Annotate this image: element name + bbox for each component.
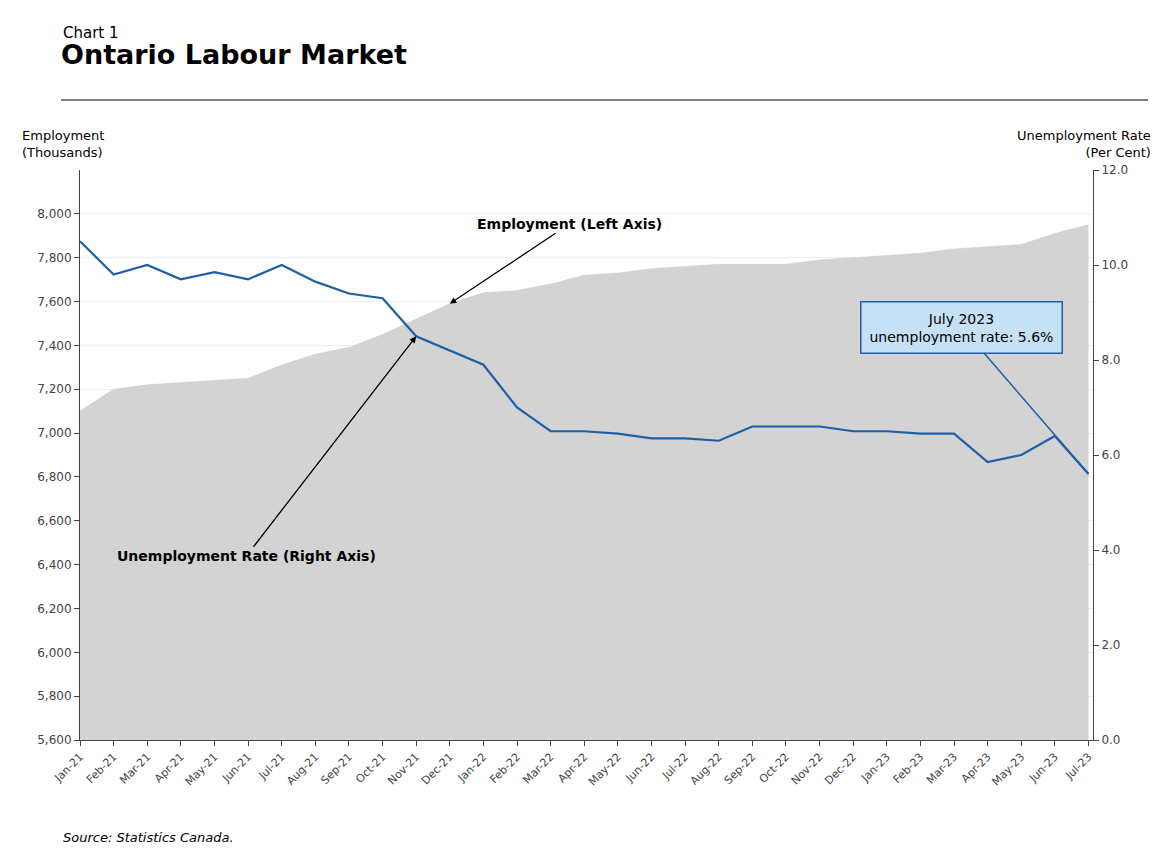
svg-text:5,600: 5,600 — [37, 733, 71, 747]
svg-text:Jun-23: Jun-23 — [1026, 751, 1061, 786]
svg-text:Jan-21: Jan-21 — [51, 751, 86, 786]
svg-text:Aug-21: Aug-21 — [284, 751, 321, 788]
svg-text:6,400: 6,400 — [37, 558, 71, 572]
svg-text:10.0: 10.0 — [1101, 258, 1128, 272]
svg-text:Mar-21: Mar-21 — [117, 751, 153, 787]
svg-text:Chart 1: Chart 1 — [63, 24, 119, 42]
svg-text:6,200: 6,200 — [37, 602, 71, 616]
svg-text:2.0: 2.0 — [1101, 638, 1120, 652]
svg-text:5,800: 5,800 — [37, 689, 71, 703]
svg-text:Employment(Thousands): Employment(Thousands) — [22, 128, 104, 160]
svg-text:7,200: 7,200 — [37, 382, 71, 396]
svg-text:Oct-22: Oct-22 — [757, 751, 792, 786]
svg-text:Jul-22: Jul-22 — [659, 751, 691, 783]
svg-text:Mar-22: Mar-22 — [521, 751, 557, 787]
svg-text:7,600: 7,600 — [37, 295, 71, 309]
svg-text:6,800: 6,800 — [37, 470, 71, 484]
svg-text:Employment (Left Axis): Employment (Left Axis) — [477, 216, 662, 232]
svg-text:6,000: 6,000 — [37, 646, 71, 660]
svg-text:Sep-21: Sep-21 — [318, 751, 355, 788]
svg-text:Feb-23: Feb-23 — [891, 751, 927, 787]
svg-text:Jun-21: Jun-21 — [219, 751, 254, 786]
svg-text:7,400: 7,400 — [37, 339, 71, 353]
svg-text:Jul-23: Jul-23 — [1063, 751, 1095, 783]
svg-text:Mar-23: Mar-23 — [924, 751, 960, 787]
svg-text:May-21: May-21 — [183, 751, 221, 789]
svg-text:Jun-22: Jun-22 — [623, 751, 658, 786]
svg-text:Ontario Labour Market: Ontario Labour Market — [61, 39, 407, 70]
svg-text:Unemployment Rate(Per Cent): Unemployment Rate(Per Cent) — [1017, 128, 1151, 160]
svg-text:4.0: 4.0 — [1101, 543, 1120, 557]
svg-text:0.0: 0.0 — [1101, 733, 1120, 747]
svg-text:Nov-21: Nov-21 — [385, 751, 422, 788]
svg-text:Nov-22: Nov-22 — [789, 751, 826, 788]
svg-text:Apr-23: Apr-23 — [959, 751, 994, 786]
svg-text:Source: Statistics Canada.: Source: Statistics Canada. — [63, 830, 234, 845]
svg-text:Jan-23: Jan-23 — [858, 751, 893, 786]
svg-text:Oct-21: Oct-21 — [353, 751, 388, 786]
svg-text:Dec-22: Dec-22 — [822, 751, 859, 788]
svg-text:Feb-22: Feb-22 — [487, 751, 523, 787]
svg-text:Jan-22: Jan-22 — [455, 751, 490, 786]
svg-text:Sep-22: Sep-22 — [722, 751, 759, 788]
svg-text:Apr-21: Apr-21 — [152, 751, 187, 786]
svg-text:Apr-22: Apr-22 — [555, 751, 590, 786]
svg-text:May-23: May-23 — [989, 751, 1027, 789]
svg-text:May-22: May-22 — [586, 751, 624, 789]
svg-text:July 2023unemployment rate: 5.: July 2023unemployment rate: 5.6% — [870, 311, 1054, 345]
svg-text:Jul-21: Jul-21 — [256, 751, 288, 783]
svg-text:7,800: 7,800 — [37, 251, 71, 265]
svg-text:8.0: 8.0 — [1101, 353, 1120, 367]
svg-text:Dec-21: Dec-21 — [419, 751, 456, 788]
svg-text:Aug-22: Aug-22 — [688, 751, 725, 788]
svg-text:8,000: 8,000 — [37, 207, 71, 221]
svg-text:7,000: 7,000 — [37, 426, 71, 440]
svg-text:6,600: 6,600 — [37, 514, 71, 528]
svg-text:Feb-21: Feb-21 — [84, 751, 120, 787]
svg-text:6.0: 6.0 — [1101, 448, 1120, 462]
svg-text:12.0: 12.0 — [1101, 163, 1128, 177]
svg-text:Unemployment Rate (Right Axis): Unemployment Rate (Right Axis) — [117, 548, 376, 564]
